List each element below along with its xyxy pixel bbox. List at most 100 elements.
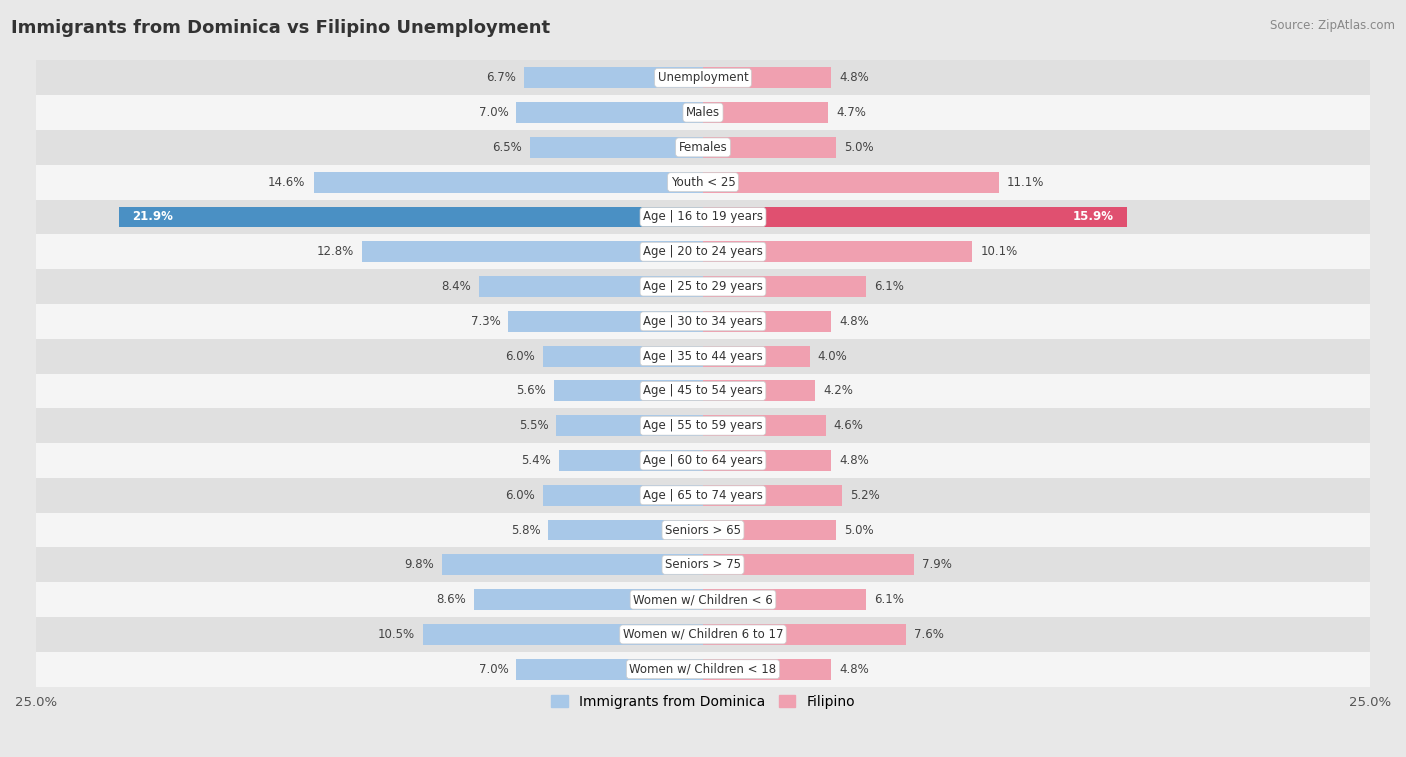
- Text: 12.8%: 12.8%: [316, 245, 353, 258]
- Bar: [703, 624, 905, 645]
- Bar: [560, 450, 703, 471]
- Text: 5.4%: 5.4%: [522, 454, 551, 467]
- Bar: [703, 67, 831, 89]
- Text: 4.8%: 4.8%: [839, 315, 869, 328]
- Bar: [703, 484, 842, 506]
- Text: Age | 45 to 54 years: Age | 45 to 54 years: [643, 385, 763, 397]
- Bar: [0, 373, 1406, 408]
- Text: 6.0%: 6.0%: [505, 350, 534, 363]
- Bar: [0, 200, 1406, 235]
- Bar: [0, 582, 1406, 617]
- Bar: [314, 172, 703, 192]
- Bar: [423, 624, 703, 645]
- Bar: [703, 450, 831, 471]
- Bar: [703, 381, 815, 401]
- Text: Unemployment: Unemployment: [658, 71, 748, 84]
- Text: 5.8%: 5.8%: [510, 524, 540, 537]
- Text: Age | 35 to 44 years: Age | 35 to 44 years: [643, 350, 763, 363]
- Text: 11.1%: 11.1%: [1007, 176, 1045, 188]
- Bar: [0, 165, 1406, 200]
- Bar: [474, 589, 703, 610]
- Text: 4.7%: 4.7%: [837, 106, 866, 119]
- Bar: [0, 61, 1406, 95]
- Text: Source: ZipAtlas.com: Source: ZipAtlas.com: [1270, 19, 1395, 32]
- Text: 15.9%: 15.9%: [1073, 210, 1114, 223]
- Text: 21.9%: 21.9%: [132, 210, 173, 223]
- Text: 10.5%: 10.5%: [378, 628, 415, 641]
- Text: 6.1%: 6.1%: [873, 280, 904, 293]
- Bar: [441, 554, 703, 575]
- Bar: [0, 478, 1406, 512]
- Text: 6.7%: 6.7%: [486, 71, 516, 84]
- Text: 7.9%: 7.9%: [922, 559, 952, 572]
- Bar: [530, 137, 703, 157]
- Bar: [118, 207, 703, 227]
- Bar: [703, 311, 831, 332]
- Bar: [703, 207, 1128, 227]
- Text: 9.8%: 9.8%: [404, 559, 433, 572]
- Text: 10.1%: 10.1%: [980, 245, 1018, 258]
- Bar: [0, 512, 1406, 547]
- Bar: [516, 659, 703, 680]
- Bar: [703, 659, 831, 680]
- Bar: [548, 519, 703, 540]
- Bar: [0, 652, 1406, 687]
- Bar: [0, 617, 1406, 652]
- Text: 6.5%: 6.5%: [492, 141, 522, 154]
- Text: 5.0%: 5.0%: [845, 141, 875, 154]
- Text: 4.6%: 4.6%: [834, 419, 863, 432]
- Bar: [0, 547, 1406, 582]
- Text: 4.8%: 4.8%: [839, 71, 869, 84]
- Text: 4.0%: 4.0%: [818, 350, 848, 363]
- Bar: [479, 276, 703, 297]
- Bar: [0, 95, 1406, 130]
- Text: Age | 25 to 29 years: Age | 25 to 29 years: [643, 280, 763, 293]
- Bar: [0, 304, 1406, 338]
- Bar: [508, 311, 703, 332]
- Text: 7.0%: 7.0%: [478, 106, 508, 119]
- Bar: [361, 241, 703, 262]
- Bar: [703, 276, 866, 297]
- Text: Seniors > 65: Seniors > 65: [665, 524, 741, 537]
- Bar: [0, 338, 1406, 373]
- Bar: [554, 381, 703, 401]
- Bar: [516, 102, 703, 123]
- Text: 5.6%: 5.6%: [516, 385, 546, 397]
- Text: Youth < 25: Youth < 25: [671, 176, 735, 188]
- Text: Women w/ Children < 18: Women w/ Children < 18: [630, 662, 776, 676]
- Bar: [557, 416, 703, 436]
- Bar: [703, 554, 914, 575]
- Text: 4.8%: 4.8%: [839, 454, 869, 467]
- Bar: [703, 519, 837, 540]
- Text: 5.5%: 5.5%: [519, 419, 548, 432]
- Text: 14.6%: 14.6%: [269, 176, 305, 188]
- Bar: [524, 67, 703, 89]
- Text: Immigrants from Dominica vs Filipino Unemployment: Immigrants from Dominica vs Filipino Une…: [11, 19, 550, 37]
- Text: 4.2%: 4.2%: [823, 385, 853, 397]
- Text: Age | 20 to 24 years: Age | 20 to 24 years: [643, 245, 763, 258]
- Text: 7.6%: 7.6%: [914, 628, 943, 641]
- Text: 4.8%: 4.8%: [839, 662, 869, 676]
- Bar: [543, 484, 703, 506]
- Bar: [703, 102, 828, 123]
- Bar: [0, 269, 1406, 304]
- Text: Age | 60 to 64 years: Age | 60 to 64 years: [643, 454, 763, 467]
- Text: 7.3%: 7.3%: [471, 315, 501, 328]
- Text: Age | 30 to 34 years: Age | 30 to 34 years: [643, 315, 763, 328]
- Text: 6.0%: 6.0%: [505, 489, 534, 502]
- Bar: [703, 589, 866, 610]
- Text: Women w/ Children 6 to 17: Women w/ Children 6 to 17: [623, 628, 783, 641]
- Bar: [543, 346, 703, 366]
- Text: 7.0%: 7.0%: [478, 662, 508, 676]
- Bar: [0, 408, 1406, 443]
- Text: Age | 65 to 74 years: Age | 65 to 74 years: [643, 489, 763, 502]
- Text: Age | 55 to 59 years: Age | 55 to 59 years: [643, 419, 763, 432]
- Text: 6.1%: 6.1%: [873, 593, 904, 606]
- Text: 5.2%: 5.2%: [849, 489, 880, 502]
- Text: 5.0%: 5.0%: [845, 524, 875, 537]
- Bar: [703, 416, 825, 436]
- Bar: [703, 241, 973, 262]
- Text: Age | 16 to 19 years: Age | 16 to 19 years: [643, 210, 763, 223]
- Legend: Immigrants from Dominica, Filipino: Immigrants from Dominica, Filipino: [546, 689, 860, 714]
- Text: Women w/ Children < 6: Women w/ Children < 6: [633, 593, 773, 606]
